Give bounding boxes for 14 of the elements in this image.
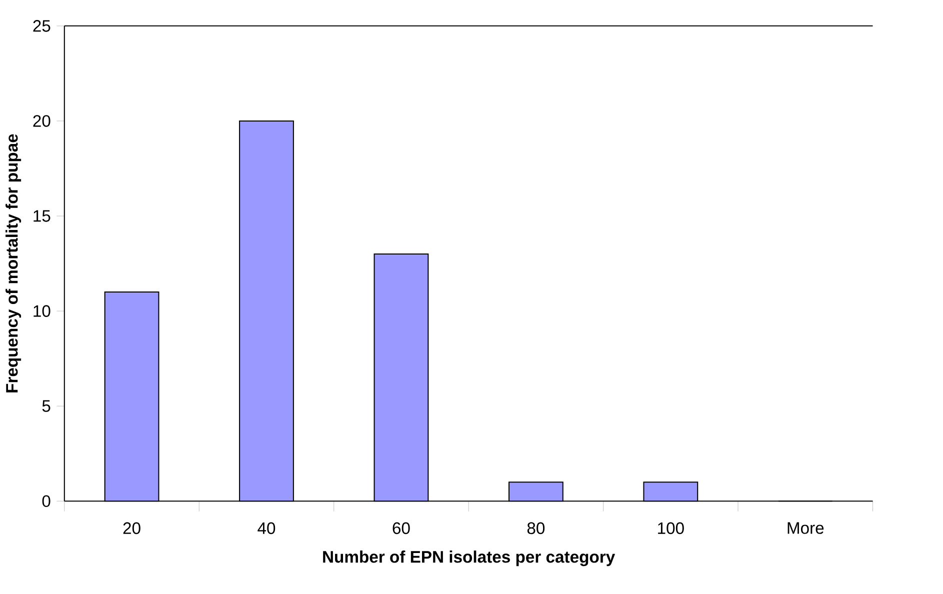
x-tick-label: More xyxy=(788,522,824,534)
y-tick-label: 10 xyxy=(34,305,50,317)
x-tick-label: 20 xyxy=(123,522,140,534)
x-tick-label: 40 xyxy=(258,522,276,534)
x-tick-label: 100 xyxy=(658,522,684,534)
y-tick-label: 20 xyxy=(33,114,50,127)
y-tick-label: 15 xyxy=(34,210,50,222)
y-tick-label: 25 xyxy=(33,20,50,32)
y-axis-title: Frequency of mortality for pupae xyxy=(6,134,22,392)
y-tick-label: 0 xyxy=(42,495,50,507)
x-tick-label: 60 xyxy=(392,522,410,534)
x-tick-label: 80 xyxy=(527,522,545,534)
x-axis-title: Number of EPN isolates per category xyxy=(323,550,616,566)
y-tick-label: 5 xyxy=(42,400,50,412)
